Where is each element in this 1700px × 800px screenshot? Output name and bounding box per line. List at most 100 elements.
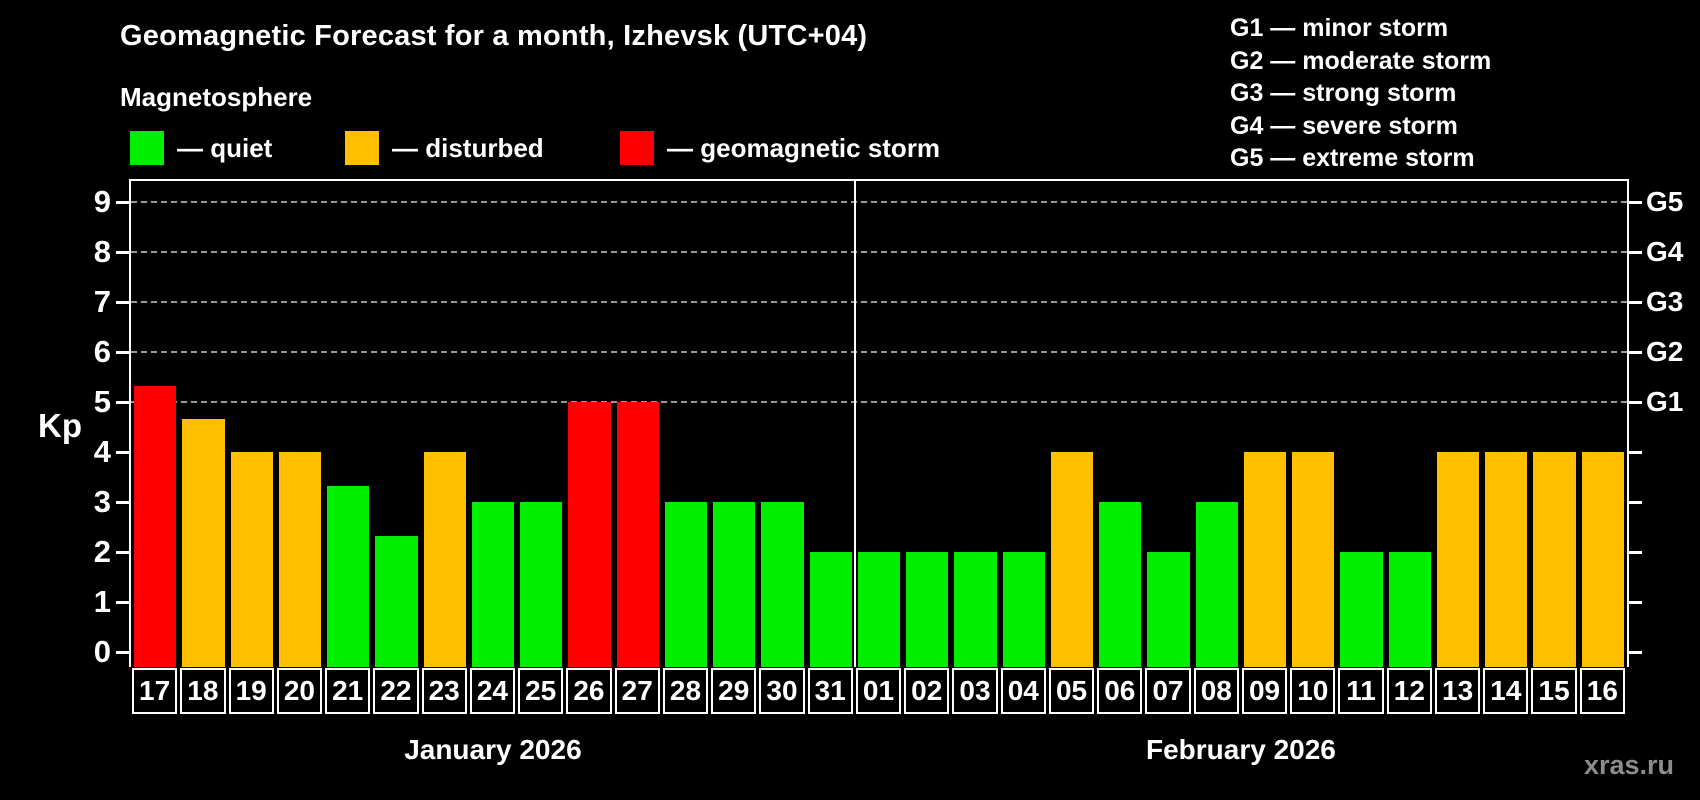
y-tick-label-6: 6	[93, 334, 111, 369]
y-axis-tick-left	[116, 300, 129, 304]
day-label-12: 12	[1386, 668, 1432, 714]
day-label-05: 05	[1048, 668, 1095, 714]
kp-bar-day-07	[1147, 552, 1190, 667]
day-label-19: 19	[228, 668, 274, 714]
magnetosphere-label: Magnetosphere	[120, 82, 313, 112]
day-label-10: 10	[1290, 668, 1336, 714]
y-axis-tick-left	[116, 400, 129, 404]
kp-bar-day-17	[134, 385, 177, 667]
y-axis-tick-right	[1629, 300, 1642, 304]
day-label-02: 02	[904, 668, 950, 714]
y-tick-label-2: 2	[93, 534, 111, 569]
plot-area	[129, 179, 1629, 667]
gridline-kp9	[131, 201, 1627, 203]
g-axis-label-g4: G4	[1646, 236, 1684, 267]
kp-bar-day-02	[906, 552, 949, 667]
watermark: xras.ru	[1583, 750, 1674, 780]
legend-item-disturbed: — disturbed	[345, 130, 544, 166]
y-tick-label-8: 8	[93, 234, 111, 269]
day-label-04: 04	[1000, 668, 1046, 714]
gridline-kp6	[131, 351, 1627, 353]
day-label-20: 20	[276, 668, 323, 714]
kp-bar-day-26	[568, 402, 611, 667]
storm-scale-g1: G1 — minor storm	[1230, 14, 1449, 42]
kp-bar-day-28	[664, 502, 708, 667]
legend-item-storm: — geomagnetic storm	[620, 130, 940, 166]
kp-bar-day-15	[1533, 452, 1576, 667]
day-label-28: 28	[662, 668, 709, 714]
day-label-15: 15	[1531, 668, 1577, 714]
kp-bar-day-06	[1099, 502, 1142, 667]
kp-bar-day-29	[713, 502, 756, 667]
storm-scale-g5: G5 — extreme storm	[1230, 144, 1475, 172]
day-label-16: 16	[1579, 668, 1625, 714]
y-axis-tick-left	[116, 550, 129, 554]
y-axis-tick-right	[1629, 550, 1642, 554]
g-axis-label-g1: G1	[1646, 386, 1684, 417]
y-axis-tick-left	[116, 600, 129, 604]
kp-bar-day-04	[1002, 552, 1045, 667]
disturbed-label: — disturbed	[392, 132, 544, 163]
day-label-31: 31	[807, 668, 853, 714]
day-label-25: 25	[518, 668, 564, 714]
y-axis-title: Kp	[38, 407, 82, 444]
day-label-27: 27	[614, 668, 660, 714]
day-label-23: 23	[421, 668, 467, 714]
storm-label: — geomagnetic storm	[667, 132, 941, 163]
day-label-30: 30	[759, 668, 805, 714]
y-axis-tick-right	[1629, 250, 1642, 254]
y-axis-tick-left	[116, 650, 129, 654]
kp-bar-day-10	[1292, 452, 1335, 667]
g-axis-label-g2: G2	[1646, 336, 1684, 367]
g-axis-label-g3: G3	[1646, 286, 1684, 317]
kp-bar-day-31	[809, 552, 852, 667]
y-axis-tick-left	[116, 500, 129, 504]
kp-bar-day-11	[1340, 552, 1383, 667]
y-axis-tick-right	[1629, 450, 1642, 454]
kp-bar-day-18	[182, 418, 225, 667]
disturbed-color-swatch	[345, 131, 379, 165]
storm-color-swatch	[620, 131, 654, 165]
storm-scale-g2: G2 — moderate storm	[1230, 46, 1492, 75]
y-tick-label-0: 0	[93, 634, 111, 669]
day-label-08: 08	[1193, 668, 1239, 714]
day-label-11: 11	[1338, 668, 1384, 714]
gridline-kp5	[131, 401, 1627, 403]
day-label-26: 26	[566, 668, 612, 714]
kp-bar-day-24	[471, 502, 515, 667]
day-label-14: 14	[1483, 668, 1529, 714]
y-tick-label-3: 3	[93, 484, 111, 519]
kp-bar-day-08	[1195, 502, 1238, 667]
y-axis-tick-right	[1629, 600, 1642, 604]
y-axis-tick-left	[116, 450, 129, 454]
day-label-01: 01	[855, 668, 902, 714]
y-axis-tick-right	[1629, 650, 1642, 654]
gridline-kp7	[131, 301, 1627, 303]
gridline-kp8	[131, 251, 1627, 253]
day-label-29: 29	[711, 668, 757, 714]
y-tick-label-9: 9	[93, 184, 111, 219]
y-tick-label-1: 1	[93, 584, 111, 619]
day-label-13: 13	[1434, 668, 1481, 714]
y-axis-tick-right	[1629, 200, 1642, 204]
kp-bar-day-09	[1243, 452, 1287, 667]
kp-bar-day-05	[1050, 452, 1094, 667]
y-axis-tick-left	[116, 350, 129, 354]
kp-bar-day-01	[857, 552, 901, 667]
kp-bar-day-27	[616, 402, 659, 667]
month-label-0: January 2026	[404, 734, 582, 765]
legend-item-quiet: — quiet	[130, 130, 272, 166]
day-label-06: 06	[1097, 668, 1143, 714]
kp-bar-day-14	[1485, 452, 1528, 667]
kp-bar-day-23	[423, 452, 466, 667]
quiet-label: — quiet	[177, 132, 273, 163]
day-label-17: 17	[132, 668, 178, 714]
day-label-24: 24	[469, 668, 516, 714]
kp-bar-day-22	[375, 535, 418, 667]
y-tick-label-5: 5	[93, 384, 111, 419]
kp-bar-day-19	[230, 452, 273, 667]
kp-bar-day-30	[761, 502, 804, 667]
day-label-18: 18	[180, 668, 226, 714]
g-axis-label-g5: G5	[1646, 186, 1684, 217]
